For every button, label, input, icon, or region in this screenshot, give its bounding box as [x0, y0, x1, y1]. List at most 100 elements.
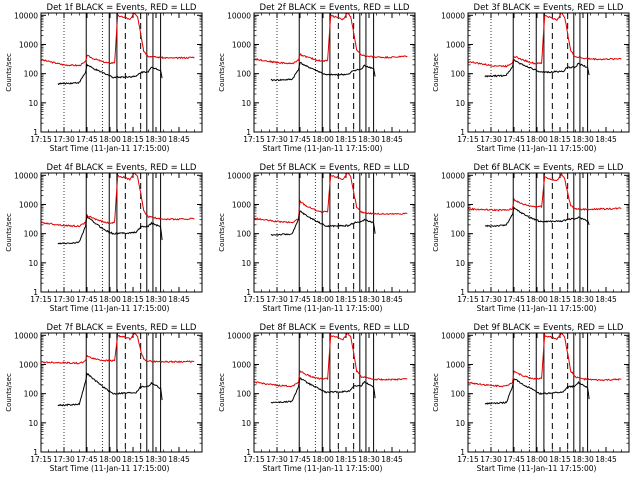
series-line-events — [57, 372, 163, 407]
y-tick-label: 10000 — [441, 331, 465, 340]
y-tick-label: 10000 — [441, 171, 465, 180]
x-tick-label: 17:45 — [289, 295, 311, 304]
y-axis-label: Counts/sec — [218, 213, 226, 252]
x-tick-label: 18:15 — [122, 135, 144, 144]
y-tick-label: 100 — [237, 70, 252, 79]
x-tick-label: 18:30 — [145, 135, 167, 144]
x-axis-label: Start Time (11-Jan-11 17:15:00) — [263, 464, 383, 473]
y-axis-label: Counts/sec — [5, 213, 13, 252]
series-line-lld — [254, 173, 408, 224]
y-tick-label: 1000 — [232, 40, 251, 49]
x-tick-label: 18:45 — [168, 455, 190, 464]
x-tick-label: 17:15 — [243, 135, 265, 144]
x-tick-label: 17:15 — [457, 135, 479, 144]
x-tick-label: 18:00 — [312, 135, 334, 144]
x-tick-label: 17:30 — [480, 455, 502, 464]
y-tick-label: 10000 — [227, 11, 251, 20]
y-tick-label: 100 — [237, 230, 252, 239]
chart-title: Det 6f BLACK = Events, RED = LLD — [474, 163, 624, 173]
y-tick-label: 10000 — [227, 171, 251, 180]
series-line-events — [484, 58, 590, 78]
y-tick-label: 10 — [28, 419, 38, 428]
y-tick-label: 1000 — [19, 200, 38, 209]
y-tick-label: 1000 — [19, 360, 38, 369]
y-tick-label: 10 — [455, 99, 465, 108]
x-tick-label: 17:30 — [53, 295, 75, 304]
y-axis-label: Counts/sec — [432, 53, 440, 92]
x-tick-label: 17:45 — [503, 295, 525, 304]
y-tick-label: 10000 — [14, 11, 38, 20]
series-line-lld — [254, 13, 408, 65]
x-tick-label: 18:15 — [335, 295, 357, 304]
chart-title: Det 4f BLACK = Events, RED = LLD — [47, 163, 197, 173]
plot-frame — [467, 12, 630, 133]
x-tick-label: 17:30 — [53, 135, 75, 144]
series-line-events — [270, 377, 376, 404]
x-tick-label: 17:15 — [457, 455, 479, 464]
series-line-events — [484, 378, 590, 405]
y-tick-label: 100 — [451, 390, 466, 399]
x-tick-label: 17:30 — [53, 455, 75, 464]
x-tick-label: 18:30 — [358, 295, 380, 304]
x-tick-label: 17:45 — [503, 135, 525, 144]
x-tick-label: 18:45 — [595, 455, 617, 464]
x-tick-label: 18:45 — [381, 295, 403, 304]
chart-panel-7f: Det 7f BLACK = Events, RED = LLD Counts/s… — [5, 323, 203, 473]
x-tick-label: 18:00 — [312, 455, 334, 464]
x-tick-label: 17:45 — [503, 455, 525, 464]
x-tick-label: 17:15 — [30, 295, 52, 304]
chart-panel-6f: Det 6f BLACK = Events, RED = LLD Counts/s… — [432, 163, 630, 313]
x-tick-label: 17:15 — [243, 295, 265, 304]
plot-frame — [253, 332, 416, 453]
y-tick-label: 10000 — [227, 331, 251, 340]
y-tick-label: 1 — [460, 448, 465, 457]
y-tick-label: 100 — [451, 70, 466, 79]
x-tick-label: 18:30 — [572, 135, 594, 144]
x-tick-label: 18:45 — [168, 135, 190, 144]
y-tick-label: 1000 — [446, 200, 465, 209]
x-tick-label: 17:30 — [480, 295, 502, 304]
y-axis-label: Counts/sec — [432, 373, 440, 412]
x-tick-label: 17:30 — [266, 455, 288, 464]
y-tick-label: 100 — [24, 230, 39, 239]
series-line-events — [484, 206, 590, 228]
plot-frame — [40, 172, 203, 293]
x-tick-label: 17:15 — [457, 295, 479, 304]
x-tick-label: 18:15 — [335, 455, 357, 464]
y-tick-label: 100 — [237, 390, 252, 399]
chart-title: Det 7f BLACK = Events, RED = LLD — [47, 323, 197, 333]
y-tick-label: 10 — [455, 259, 465, 268]
y-tick-label: 1 — [460, 128, 465, 137]
chart-panel-1f: Det 1f BLACK = Events, RED = LLD Counts/s… — [5, 3, 203, 153]
y-tick-label: 10 — [241, 259, 251, 268]
chart-title: Det 5f BLACK = Events, RED = LLD — [260, 163, 410, 173]
x-tick-label: 18:45 — [595, 135, 617, 144]
plot-frame — [467, 172, 630, 293]
x-axis-label: Start Time (11-Jan-11 17:15:00) — [50, 144, 170, 153]
x-tick-label: 18:00 — [312, 295, 334, 304]
y-tick-label: 1 — [33, 128, 38, 137]
plot-frame — [253, 12, 416, 133]
x-tick-label: 18:45 — [381, 135, 403, 144]
x-tick-label: 18:00 — [526, 295, 548, 304]
y-tick-label: 1 — [246, 288, 251, 297]
series-line-events — [270, 210, 376, 237]
y-tick-label: 1000 — [232, 360, 251, 369]
chart-panel-4f: Det 4f BLACK = Events, RED = LLD Counts/s… — [5, 163, 203, 313]
series-line-lld — [254, 333, 408, 388]
y-tick-label: 10000 — [14, 171, 38, 180]
y-tick-label: 10 — [28, 259, 38, 268]
series-line-lld — [41, 173, 195, 228]
x-tick-label: 17:45 — [289, 455, 311, 464]
x-tick-label: 18:45 — [168, 295, 190, 304]
chart-title: Det 2f BLACK = Events, RED = LLD — [260, 3, 410, 13]
x-tick-label: 18:00 — [526, 455, 548, 464]
y-axis-label: Counts/sec — [432, 213, 440, 252]
chart-panel-3f: Det 3f BLACK = Events, RED = LLD Counts/s… — [432, 3, 630, 153]
y-tick-label: 1000 — [19, 40, 38, 49]
chart-title: Det 9f BLACK = Events, RED = LLD — [474, 323, 624, 333]
x-tick-label: 18:15 — [549, 295, 571, 304]
x-tick-label: 18:30 — [145, 455, 167, 464]
y-tick-label: 1000 — [446, 360, 465, 369]
x-tick-label: 18:30 — [358, 455, 380, 464]
